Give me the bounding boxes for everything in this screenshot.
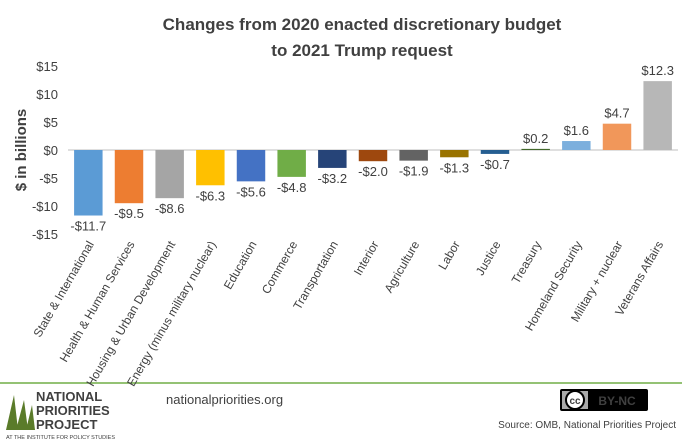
logo-text: NATIONAL <box>36 389 102 404</box>
chart-title: Changes from 2020 enacted discretionary … <box>163 15 562 34</box>
x-tick-label: Commerce <box>259 238 301 296</box>
value-label: $12.3 <box>641 63 674 78</box>
value-label: -$1.3 <box>440 160 470 175</box>
bar <box>155 150 184 199</box>
bar <box>196 150 225 186</box>
bar <box>318 150 347 168</box>
x-tick-label: Treasury <box>509 239 545 287</box>
value-label: $0.2 <box>523 131 548 146</box>
value-label: -$9.5 <box>114 206 144 221</box>
x-tick-label: Interior <box>351 239 382 278</box>
value-label: -$2.0 <box>358 164 388 179</box>
bar <box>114 150 144 204</box>
value-label: -$11.7 <box>70 219 106 234</box>
value-label: $4.7 <box>604 106 629 121</box>
license-badge: cc BY-NC <box>560 389 648 411</box>
value-label: -$6.3 <box>196 188 226 203</box>
y-tick-label: -$10 <box>32 199 58 214</box>
value-label: -$3.2 <box>318 171 348 186</box>
value-label: -$5.6 <box>236 184 266 199</box>
bar <box>602 123 632 150</box>
bar <box>399 150 428 161</box>
logo-subtext: AT THE INSTITUTE FOR POLICY STUDIES <box>6 435 115 441</box>
x-tick-label: Education <box>221 239 260 292</box>
bar <box>521 148 550 150</box>
bar <box>562 141 591 150</box>
bar <box>358 150 388 162</box>
source: Source: OMB, National Priorities Project <box>498 420 676 431</box>
badge-circle <box>565 390 585 410</box>
y-tick-label: -$5 <box>39 171 58 186</box>
y-tick-label: $15 <box>36 59 58 74</box>
x-tick-label: Justice <box>473 238 504 278</box>
logo: NATIONAL PRIORITIES PROJECT AT THE INSTI… <box>6 389 115 441</box>
bar <box>277 150 306 177</box>
bar <box>236 150 266 182</box>
value-label: -$0.7 <box>480 157 510 172</box>
logo-text: PRIORITIES <box>36 403 110 418</box>
y-tick-label: $5 <box>44 115 58 130</box>
bar <box>440 150 469 158</box>
y-tick-label: $0 <box>44 143 58 158</box>
x-tick-label: Labor <box>435 239 462 273</box>
bar <box>643 81 672 150</box>
chart-title: to 2021 Trump request <box>271 41 453 60</box>
logo-text: PROJECT <box>36 417 97 432</box>
x-tick-label: Agriculture <box>381 238 422 295</box>
value-label: $1.6 <box>564 123 589 138</box>
y-tick-label: $10 <box>36 87 58 102</box>
bar <box>74 150 103 216</box>
value-label: -$8.6 <box>155 201 185 216</box>
x-tick-label: Health & Human Services <box>57 239 138 365</box>
badge-text: BY-NC <box>598 394 636 408</box>
y-tick-label: -$15 <box>32 227 58 242</box>
value-label: -$4.8 <box>277 180 307 195</box>
logo-icon <box>6 395 35 430</box>
bar <box>480 150 510 154</box>
value-label: -$1.9 <box>399 164 429 179</box>
badge-cc: cc <box>569 396 581 407</box>
y-axis-label: $ in billions <box>13 109 30 192</box>
website: nationalpriorities.org <box>166 392 283 407</box>
